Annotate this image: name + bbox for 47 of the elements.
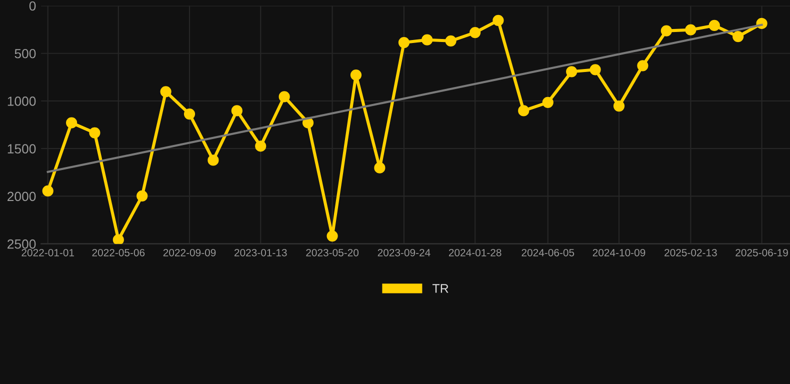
x-tick-label: 2024-01-28 (448, 248, 502, 256)
y-tick-label: 1000 (8, 96, 36, 106)
point (422, 34, 433, 46)
point (350, 69, 362, 81)
x-tick-label: 2022-01-01 (22, 248, 74, 256)
point (326, 230, 338, 242)
x-tick-label: 2022-05-06 (92, 248, 145, 256)
point (136, 190, 148, 202)
x-tick-label: 2024-06-05 (522, 248, 574, 256)
x-tick-label: 2022-09-09 (163, 248, 216, 256)
point (685, 24, 696, 36)
y-tick-label: 2000 (8, 192, 36, 202)
point (542, 96, 554, 108)
x-tick-label: 2024-10-09 (592, 248, 646, 256)
point (492, 14, 504, 26)
point (42, 185, 54, 197)
point (445, 35, 456, 46)
point (278, 91, 290, 102)
point (590, 64, 601, 76)
x-tick-label: 2025-02-13 (664, 248, 717, 256)
point (231, 105, 242, 116)
point (613, 100, 625, 112)
point (374, 162, 386, 174)
point (732, 30, 744, 42)
point (518, 105, 530, 116)
x-tick-label: 2023-09-24 (378, 248, 430, 256)
y-tick-label: 2500 (8, 239, 36, 249)
point (160, 86, 172, 98)
y-tick-label: 0 (29, 1, 36, 11)
point (184, 108, 196, 120)
point (112, 234, 124, 244)
y-tick-label: 1500 (8, 144, 36, 154)
y-tick-label: 500 (14, 48, 36, 58)
point (470, 26, 481, 38)
point (66, 117, 78, 128)
legend-label: TR (432, 284, 448, 293)
x-tick-label: 2023-05-20 (306, 248, 359, 256)
point (566, 66, 578, 78)
point (208, 154, 219, 166)
x-tick-label: 2023-01-13 (234, 248, 287, 256)
point (708, 20, 720, 32)
point (637, 60, 648, 72)
point (660, 25, 672, 36)
point (255, 140, 266, 152)
point (89, 127, 100, 138)
x-tick-label: 2025-06-19 (736, 248, 788, 256)
point (398, 36, 410, 48)
